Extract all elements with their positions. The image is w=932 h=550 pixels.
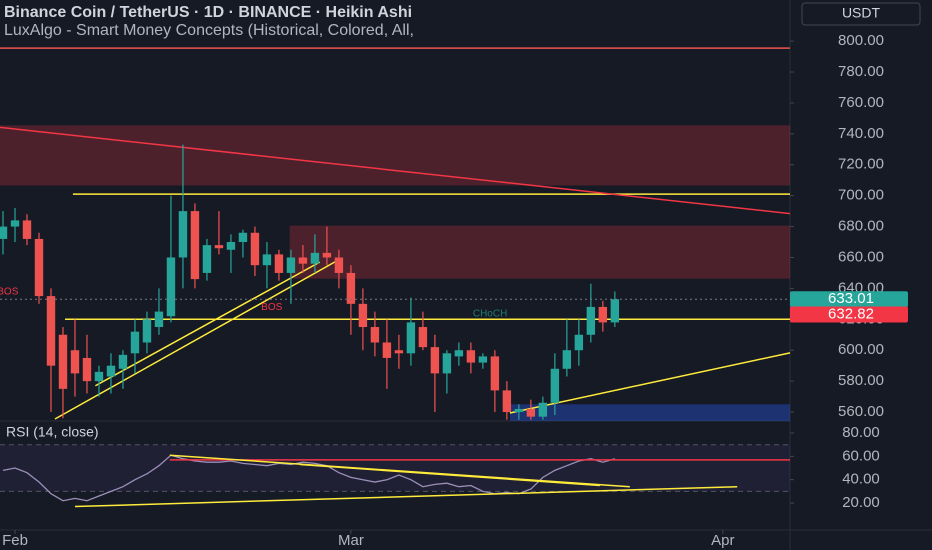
candle-body (274, 254, 284, 273)
candle-body (322, 252, 332, 258)
candle-body (526, 408, 536, 417)
candle-body (178, 211, 188, 258)
candle-body (442, 353, 452, 374)
price-tag-label: 632.82 (828, 305, 874, 322)
y-tick-label: 780.00 (838, 63, 884, 80)
y-tick-label: 720.00 (838, 156, 884, 173)
candle-body (394, 350, 404, 354)
y-tick-label: 800.00 (838, 32, 884, 49)
candle-body (142, 319, 152, 343)
candle-body (130, 331, 140, 354)
y-tick-label: 600.00 (838, 341, 884, 358)
candle-body (22, 220, 32, 239)
candle-body (574, 334, 584, 351)
candle-body (598, 306, 608, 323)
candle-body (238, 232, 248, 243)
candle-body (466, 350, 476, 363)
zone (289, 225, 790, 279)
candle-body (154, 311, 164, 328)
price-tag-label: 633.01 (828, 290, 874, 307)
candle-body (382, 342, 392, 358)
candle-body (538, 402, 548, 417)
candle-body (286, 257, 296, 273)
candle-body (478, 356, 488, 363)
x-tick-label: Feb (2, 532, 28, 549)
price-tag (790, 291, 908, 308)
y-tick-label: 680.00 (838, 218, 884, 235)
currency-box[interactable] (801, 2, 921, 26)
currency[interactable]: USDT (842, 5, 881, 21)
y-tick-label: 20.00 (842, 494, 880, 511)
trendline (299, 463, 600, 487)
candle-body (82, 357, 92, 382)
structure-label: BOS (261, 302, 282, 313)
candle-body (46, 296, 56, 366)
candle-body (70, 350, 80, 374)
candle-body (190, 211, 200, 280)
trendline (0, 126, 791, 215)
rsi-band (0, 444, 790, 492)
structure-label: BOS (0, 286, 19, 297)
structure-label: CHoCH (473, 309, 507, 320)
candle-body (58, 334, 68, 389)
candle-body (262, 254, 272, 266)
candle-body (358, 303, 368, 328)
y-tick-label: 760.00 (838, 94, 884, 111)
candle-body (310, 252, 320, 264)
candle-body (418, 327, 428, 348)
trendline (54, 258, 341, 420)
candle-body (490, 356, 500, 391)
indicator-title: LuxAlgo - Smart Money Concepts (Historic… (4, 22, 414, 39)
candle-body (118, 354, 128, 369)
candle-body (202, 245, 212, 273)
y-tick-label: 660.00 (838, 248, 884, 265)
candle-body (370, 327, 380, 343)
candle-body (586, 306, 596, 335)
candle-body (610, 299, 620, 323)
candle-body (454, 350, 464, 357)
candle-body (562, 350, 572, 369)
candle-body (346, 272, 356, 304)
candle-body (34, 238, 44, 297)
y-tick-label: 40.00 (842, 471, 880, 488)
trendline (95, 261, 321, 387)
price-tag (790, 306, 908, 323)
candle-body (250, 232, 260, 266)
y-tick-label: 80.00 (842, 424, 880, 441)
y-tick-label: 700.00 (838, 187, 884, 204)
candle-body (0, 226, 8, 239)
candle-body (226, 242, 236, 250)
candle-body (106, 365, 116, 377)
rsi-title: RSI (14, close) (6, 424, 99, 440)
y-tick-label: 560.00 (838, 403, 884, 420)
zone (509, 404, 790, 421)
candle-body (550, 368, 560, 403)
y-tick-label: 60.00 (842, 447, 880, 464)
candle-body (430, 347, 440, 374)
plot: 560.00580.00600.00620.00640.00660.00680.… (0, 32, 908, 549)
candle-body (298, 257, 308, 264)
candle-body (94, 371, 104, 382)
y-tick-label: 740.00 (838, 125, 884, 142)
candle-body (406, 322, 416, 354)
candle-body (334, 257, 344, 273)
candle-body (502, 390, 512, 413)
chart-title: Binance Coin / TetherUS · 1D · BINANCE ·… (4, 4, 412, 21)
x-tick-label: Apr (711, 532, 734, 549)
zone (0, 125, 790, 186)
candle-body (10, 220, 20, 227)
candle-body (514, 408, 524, 413)
trendline (74, 485, 738, 508)
trendline (509, 352, 791, 414)
candle-body (214, 245, 224, 249)
y-tick-label: 580.00 (838, 372, 884, 389)
candle-body (166, 257, 176, 317)
x-tick-label: Mar (338, 532, 364, 549)
